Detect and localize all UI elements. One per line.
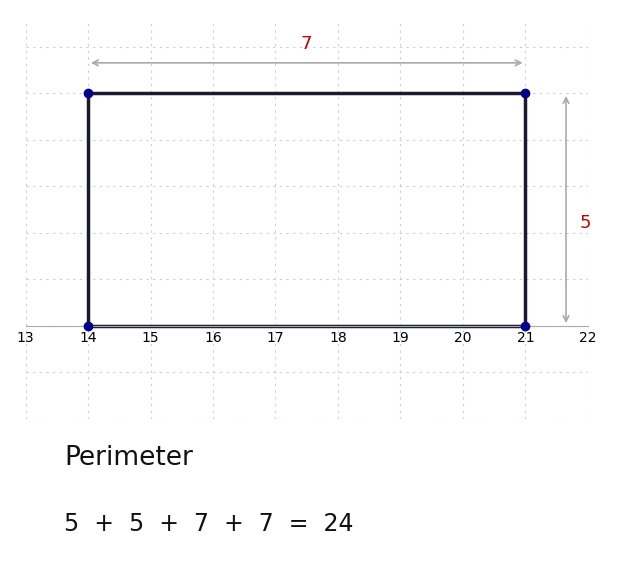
Text: 5  +  5  +  7  +  7  =  24: 5 + 5 + 7 + 7 = 24 (64, 512, 353, 536)
Text: 7: 7 (301, 34, 312, 52)
Text: Perimeter: Perimeter (64, 445, 193, 471)
Text: 5: 5 (580, 215, 591, 232)
